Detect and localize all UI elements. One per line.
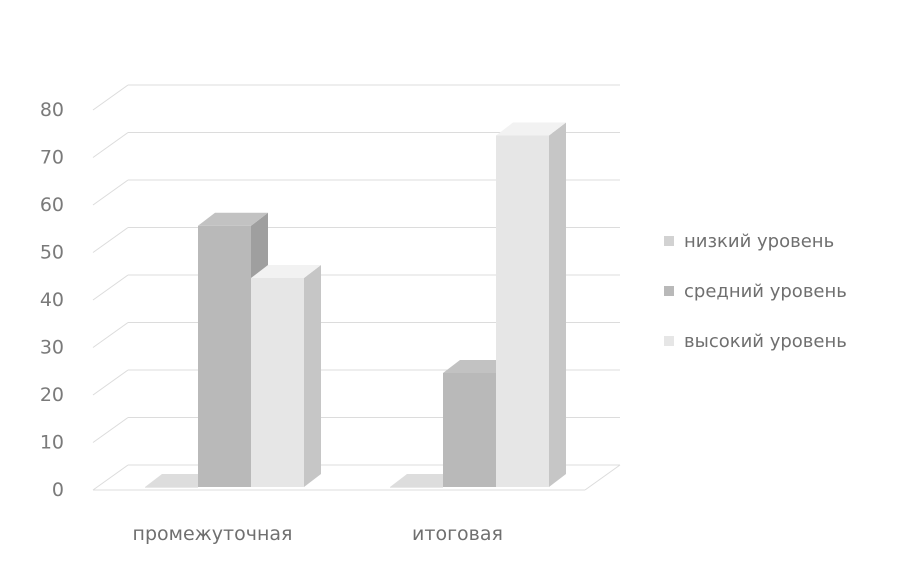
legend-swatch (664, 286, 674, 296)
y-tick-label: 40 (40, 289, 64, 311)
bar (251, 265, 321, 487)
legend-swatch (664, 336, 674, 346)
y-axis-ticks: 0 10 20 30 40 50 60 70 80 (40, 99, 64, 501)
x-category-label: промежуточная (133, 523, 293, 545)
legend-label: средний уровень (684, 280, 847, 302)
legend-swatch (664, 236, 674, 246)
x-axis-categories: промежуточная итоговая (133, 523, 503, 545)
y-tick-label: 80 (40, 99, 64, 121)
legend-label: высокий уровень (684, 330, 847, 352)
y-tick-label: 10 (40, 432, 64, 454)
bar (496, 122, 566, 487)
y-tick-label: 50 (40, 242, 64, 264)
y-tick-label: 60 (40, 194, 64, 216)
y-tick-label: 70 (40, 147, 64, 169)
y-tick-label: 30 (40, 337, 64, 359)
floor (93, 464, 621, 491)
y-tick-label: 0 (52, 479, 64, 501)
bar (145, 474, 215, 488)
y-tick-label: 20 (40, 384, 64, 406)
legend-item: высокий уровень (664, 328, 894, 354)
gridline (92, 84, 620, 111)
legend-item: средний уровень (664, 278, 894, 304)
legend-label: низкий уровень (684, 230, 835, 252)
x-category-label: итоговая (412, 523, 503, 545)
bar (390, 474, 460, 488)
bars (145, 122, 566, 488)
legend-item: низкий уровень (664, 228, 894, 254)
legend: низкий уровень средний уровень высокий уро… (664, 228, 894, 378)
